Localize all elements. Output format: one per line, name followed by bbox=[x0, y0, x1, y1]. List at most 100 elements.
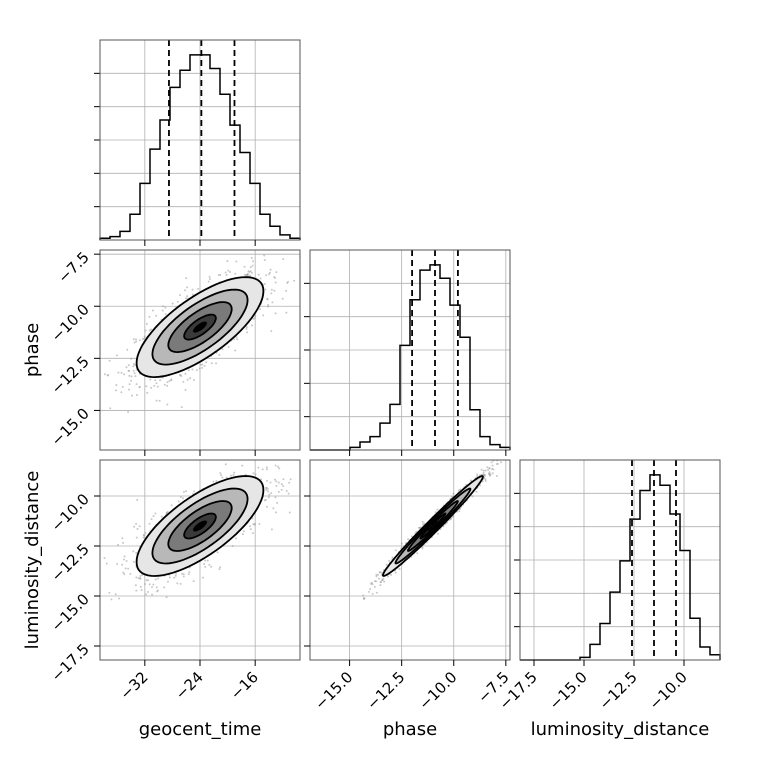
sample-point bbox=[122, 558, 125, 561]
panel-contents bbox=[362, 454, 514, 601]
sample-point bbox=[270, 528, 273, 531]
sample-point bbox=[115, 354, 118, 357]
sample-point bbox=[251, 324, 254, 327]
sample-point bbox=[488, 467, 491, 470]
sample-point bbox=[251, 264, 254, 267]
sample-point bbox=[218, 568, 221, 571]
sample-point bbox=[186, 286, 189, 289]
sample-point bbox=[249, 528, 252, 531]
sample-point bbox=[265, 488, 268, 491]
sample-point bbox=[241, 464, 244, 467]
sample-point bbox=[127, 369, 130, 372]
scatter-panel-geocent_time-phase: −15.0 −12.5 −10.0 −7.5 bbox=[48, 248, 301, 456]
contour-line bbox=[167, 500, 233, 552]
sample-point bbox=[362, 594, 365, 597]
sample-point bbox=[166, 384, 169, 387]
sample-point bbox=[251, 517, 254, 520]
sample-point bbox=[155, 399, 158, 402]
sample-point bbox=[377, 577, 380, 580]
sample-point bbox=[275, 484, 278, 487]
sample-point bbox=[128, 388, 131, 391]
sample-point bbox=[211, 456, 213, 458]
sample-point bbox=[134, 584, 137, 587]
sample-point bbox=[110, 598, 113, 601]
sample-point bbox=[257, 466, 260, 469]
contour-line bbox=[183, 512, 217, 540]
sample-point bbox=[204, 565, 207, 568]
sample-point bbox=[123, 373, 126, 376]
sample-point bbox=[215, 362, 218, 365]
sample-point bbox=[108, 359, 111, 362]
sample-point bbox=[235, 260, 238, 263]
sample-point bbox=[150, 518, 153, 521]
sample-point bbox=[130, 375, 133, 378]
sample-point bbox=[274, 496, 277, 499]
sample-point bbox=[159, 379, 162, 382]
sample-point bbox=[131, 394, 134, 397]
sample-point bbox=[138, 385, 141, 388]
sample-point bbox=[180, 572, 183, 575]
sample-point bbox=[129, 572, 132, 575]
sample-point bbox=[267, 303, 270, 306]
sample-point bbox=[126, 348, 129, 351]
sample-point bbox=[422, 523, 425, 526]
sample-point bbox=[449, 518, 452, 521]
sample-point bbox=[434, 511, 437, 514]
sample-point bbox=[166, 403, 169, 406]
sample-point bbox=[274, 312, 277, 315]
sample-point bbox=[258, 308, 261, 311]
sample-point bbox=[148, 315, 151, 318]
sample-point bbox=[135, 589, 138, 592]
sample-point bbox=[148, 522, 151, 525]
sample-point bbox=[265, 274, 268, 277]
sample-point bbox=[394, 549, 397, 552]
sample-point bbox=[380, 571, 383, 574]
sample-point bbox=[369, 588, 372, 591]
sample-point bbox=[270, 292, 273, 295]
sample-point bbox=[166, 580, 169, 583]
sample-point bbox=[271, 301, 274, 304]
sample-point bbox=[486, 466, 489, 469]
sample-point bbox=[135, 383, 138, 386]
sample-point bbox=[203, 562, 206, 565]
sample-point bbox=[234, 272, 237, 275]
sample-point bbox=[375, 575, 378, 578]
sample-point bbox=[143, 335, 146, 338]
sample-point bbox=[495, 463, 498, 466]
sample-point bbox=[475, 490, 478, 493]
sample-point bbox=[263, 282, 266, 285]
sample-point bbox=[383, 580, 386, 583]
sample-point bbox=[371, 583, 374, 586]
contour-line bbox=[394, 487, 472, 565]
sample-point bbox=[233, 338, 236, 341]
sample-point bbox=[386, 575, 389, 578]
sample-point bbox=[234, 349, 237, 352]
sample-point bbox=[198, 367, 201, 370]
y-tick-label: −15.0 bbox=[48, 590, 93, 635]
sample-point bbox=[495, 474, 498, 477]
sample-point bbox=[274, 511, 277, 514]
sample-point bbox=[155, 314, 158, 317]
x-axis-label: phase bbox=[383, 719, 437, 740]
x-axis-label: luminosity_distance bbox=[531, 719, 710, 740]
sample-point bbox=[184, 297, 187, 300]
sample-point bbox=[142, 534, 145, 537]
sample-point bbox=[117, 371, 120, 374]
sample-point bbox=[375, 591, 378, 594]
sample-point bbox=[246, 274, 249, 277]
sample-point bbox=[512, 454, 514, 456]
sample-point bbox=[265, 466, 268, 469]
sample-point bbox=[148, 329, 151, 332]
sample-point bbox=[484, 478, 487, 481]
sample-point bbox=[400, 542, 403, 545]
sample-point bbox=[362, 598, 365, 601]
contour-line bbox=[419, 512, 447, 540]
sample-point bbox=[369, 582, 372, 585]
y-tick-label: −17.5 bbox=[48, 640, 93, 685]
sample-point bbox=[378, 571, 381, 574]
sample-point bbox=[377, 573, 380, 576]
sample-point bbox=[379, 581, 382, 584]
sample-point bbox=[138, 339, 141, 342]
sample-point bbox=[491, 472, 494, 475]
